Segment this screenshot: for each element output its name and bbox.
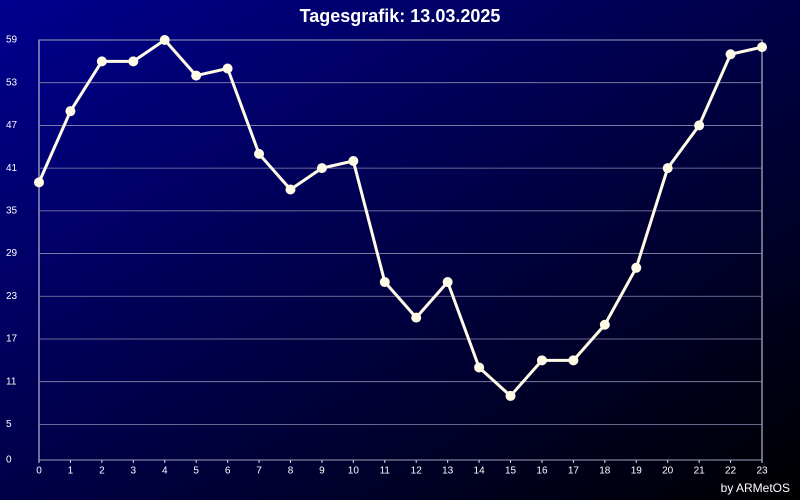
point (442, 277, 453, 288)
point (65, 106, 76, 117)
point (191, 70, 202, 81)
x-tick-label: 10 (348, 466, 360, 477)
y-tick-label: 11 (6, 376, 17, 387)
point (254, 148, 265, 159)
y-tick-label: 59 (6, 35, 18, 46)
y-tick-label: 23 (6, 291, 18, 302)
x-tick-label: 15 (505, 466, 517, 477)
x-tick-label: 7 (256, 466, 262, 477)
x-tick-label: 22 (725, 466, 737, 477)
x-tick-label: 14 (474, 466, 486, 477)
y-tick-label: 53 (6, 77, 18, 88)
x-tick-label: 18 (599, 466, 611, 477)
y-tick-label: 5 (6, 419, 12, 430)
point (757, 42, 767, 53)
x-tick-label: 4 (162, 466, 168, 477)
point (159, 35, 170, 45)
x-tick-label: 20 (662, 466, 674, 477)
point (222, 63, 233, 74)
point (128, 56, 139, 67)
point (316, 163, 327, 174)
x-tick-label: 13 (442, 466, 454, 477)
x-tick-label: 1 (68, 466, 74, 477)
point (536, 355, 547, 366)
y-tick-label: 41 (6, 163, 18, 174)
x-tick-label: 5 (193, 466, 199, 477)
x-tick-label: 21 (694, 466, 706, 477)
x-tick-label: 8 (288, 466, 294, 477)
x-tick-label: 2 (99, 466, 105, 477)
y-tick-label: 0 (6, 455, 12, 466)
y-tick-label: 47 (6, 120, 18, 131)
point (694, 120, 705, 131)
x-tick-label: 6 (225, 466, 231, 477)
x-tick-label: 3 (131, 466, 137, 477)
x-tick-label: 11 (380, 466, 391, 477)
x-tick-label: 16 (536, 466, 548, 477)
point (379, 277, 390, 288)
point (411, 312, 422, 323)
point (725, 49, 736, 60)
x-tick-label: 9 (319, 466, 325, 477)
point (599, 319, 610, 330)
point (34, 177, 44, 188)
y-tick-label: 35 (6, 205, 18, 216)
x-tick-label: 12 (411, 466, 423, 477)
x-tick-label: 0 (36, 466, 42, 477)
point (568, 355, 579, 366)
line (37, 38, 763, 398)
x-tick-label: 23 (756, 466, 768, 477)
y-tick-label: 29 (6, 248, 18, 259)
x-tick-label: 19 (631, 466, 643, 477)
footer: by ARMetOS (721, 481, 790, 495)
y-tick-label: 17 (6, 334, 18, 345)
point (631, 262, 642, 273)
chart-title: Tagesgrafik: 13.03.2025 (300, 6, 501, 26)
point (474, 362, 485, 373)
x-tick-label: 17 (568, 466, 580, 477)
point (285, 184, 296, 195)
point (96, 56, 107, 67)
point (348, 156, 359, 167)
point (505, 390, 516, 401)
point (662, 163, 673, 174)
